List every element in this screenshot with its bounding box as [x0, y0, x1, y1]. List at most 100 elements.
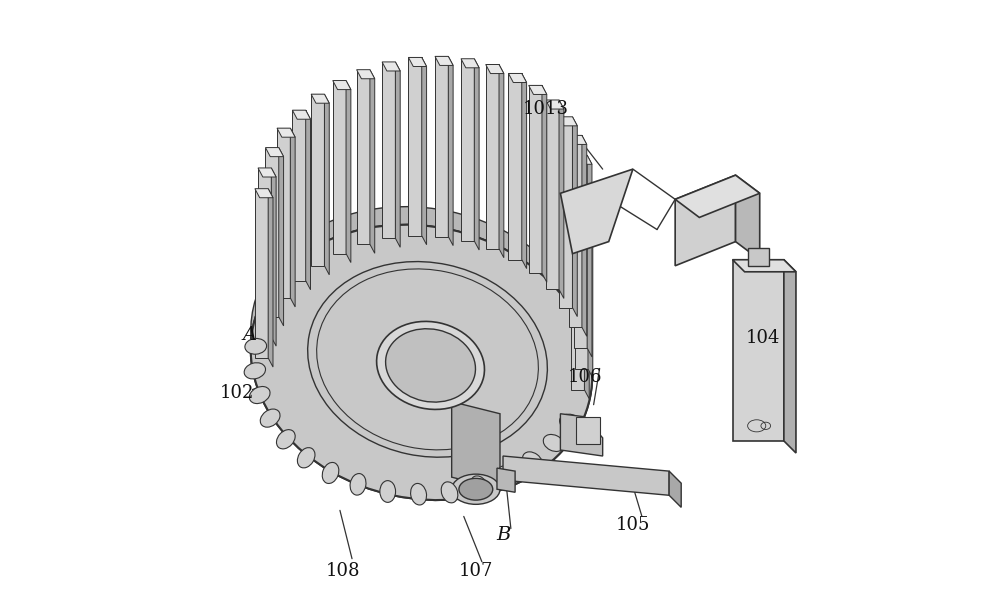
- Polygon shape: [324, 94, 329, 275]
- Ellipse shape: [452, 474, 500, 504]
- Ellipse shape: [380, 326, 482, 411]
- Polygon shape: [522, 74, 527, 269]
- Polygon shape: [560, 169, 633, 254]
- Polygon shape: [587, 155, 592, 357]
- Ellipse shape: [411, 483, 427, 505]
- Polygon shape: [486, 65, 499, 249]
- Polygon shape: [675, 175, 760, 217]
- Polygon shape: [733, 260, 796, 272]
- Polygon shape: [546, 100, 564, 109]
- Polygon shape: [408, 57, 422, 236]
- Polygon shape: [268, 188, 273, 367]
- Polygon shape: [569, 135, 587, 144]
- Text: B: B: [496, 525, 510, 544]
- Polygon shape: [306, 110, 311, 290]
- Polygon shape: [559, 117, 572, 307]
- Polygon shape: [486, 65, 504, 74]
- Polygon shape: [333, 80, 351, 89]
- Polygon shape: [311, 94, 324, 266]
- Polygon shape: [542, 85, 547, 282]
- Polygon shape: [584, 196, 589, 399]
- Text: 1013: 1013: [522, 100, 568, 118]
- Polygon shape: [572, 117, 577, 316]
- Ellipse shape: [523, 452, 542, 470]
- Polygon shape: [370, 69, 375, 253]
- Polygon shape: [669, 471, 681, 507]
- Ellipse shape: [251, 225, 592, 500]
- Polygon shape: [474, 59, 479, 250]
- Polygon shape: [258, 168, 276, 177]
- Polygon shape: [559, 100, 564, 298]
- Polygon shape: [546, 100, 559, 289]
- Ellipse shape: [543, 434, 564, 451]
- Ellipse shape: [350, 474, 366, 495]
- Bar: [748, 248, 769, 266]
- Polygon shape: [452, 402, 500, 489]
- Polygon shape: [461, 59, 479, 68]
- Ellipse shape: [560, 414, 581, 430]
- Polygon shape: [422, 57, 427, 245]
- Ellipse shape: [498, 466, 517, 485]
- Ellipse shape: [377, 321, 484, 410]
- Polygon shape: [255, 188, 268, 358]
- Polygon shape: [575, 176, 588, 369]
- Polygon shape: [736, 175, 760, 260]
- Polygon shape: [290, 128, 295, 307]
- Ellipse shape: [244, 363, 266, 379]
- Polygon shape: [435, 56, 453, 65]
- Ellipse shape: [380, 481, 396, 503]
- Ellipse shape: [297, 448, 315, 468]
- Polygon shape: [574, 155, 587, 348]
- Polygon shape: [251, 207, 592, 460]
- Polygon shape: [529, 85, 547, 94]
- Polygon shape: [499, 65, 504, 258]
- Polygon shape: [258, 168, 271, 337]
- Polygon shape: [435, 56, 448, 237]
- Polygon shape: [292, 110, 306, 281]
- Polygon shape: [559, 117, 577, 126]
- Polygon shape: [311, 94, 329, 103]
- Polygon shape: [448, 56, 453, 246]
- Polygon shape: [733, 260, 784, 441]
- Ellipse shape: [251, 225, 592, 500]
- Ellipse shape: [386, 329, 475, 402]
- Polygon shape: [382, 62, 395, 238]
- Ellipse shape: [296, 252, 559, 466]
- Polygon shape: [675, 175, 736, 266]
- Polygon shape: [395, 62, 400, 247]
- Polygon shape: [461, 59, 474, 241]
- Polygon shape: [569, 135, 582, 327]
- Polygon shape: [382, 62, 400, 71]
- Polygon shape: [588, 176, 593, 378]
- Ellipse shape: [459, 478, 493, 500]
- Polygon shape: [574, 155, 592, 164]
- Polygon shape: [529, 85, 542, 273]
- Polygon shape: [571, 196, 584, 390]
- Ellipse shape: [245, 338, 267, 354]
- Ellipse shape: [441, 482, 458, 503]
- Polygon shape: [560, 414, 603, 456]
- Polygon shape: [582, 135, 587, 336]
- Polygon shape: [277, 128, 290, 298]
- Polygon shape: [571, 196, 589, 205]
- Polygon shape: [357, 69, 370, 244]
- Polygon shape: [357, 69, 375, 79]
- Polygon shape: [255, 188, 273, 198]
- Polygon shape: [508, 74, 527, 83]
- Polygon shape: [279, 147, 284, 326]
- Text: 104: 104: [746, 329, 780, 347]
- Ellipse shape: [249, 387, 270, 403]
- Bar: [576, 417, 600, 444]
- Polygon shape: [508, 74, 522, 260]
- Text: 105: 105: [616, 516, 650, 535]
- Polygon shape: [271, 168, 276, 346]
- Ellipse shape: [322, 463, 339, 483]
- Text: A: A: [242, 326, 256, 344]
- Polygon shape: [265, 147, 279, 317]
- Polygon shape: [265, 147, 284, 156]
- Ellipse shape: [276, 429, 295, 449]
- Polygon shape: [346, 80, 351, 263]
- Polygon shape: [292, 110, 311, 119]
- Ellipse shape: [260, 409, 280, 427]
- Text: 108: 108: [326, 562, 360, 580]
